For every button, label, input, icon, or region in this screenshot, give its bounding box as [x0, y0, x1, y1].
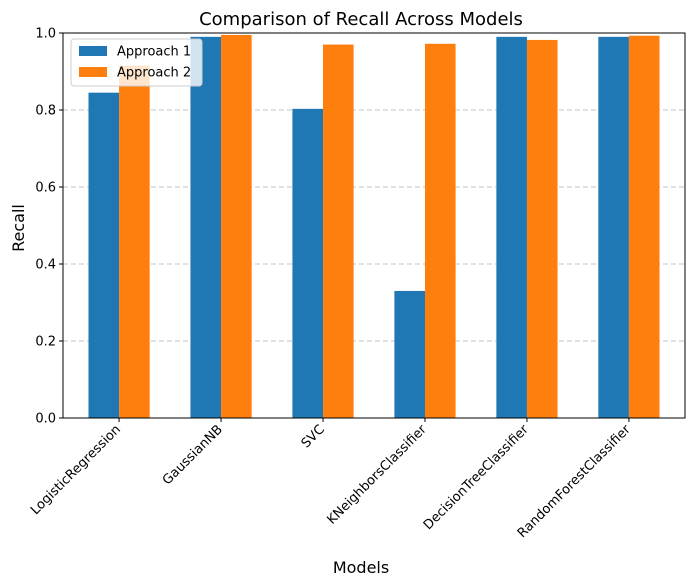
x-tick-label: GaussianNB — [160, 422, 226, 488]
bar-approach-2 — [323, 44, 354, 419]
bar-approach-2 — [119, 65, 150, 418]
bar-approach-1 — [292, 108, 324, 418]
legend: Approach 1 Approach 2 — [70, 38, 203, 87]
bar-approach-1 — [598, 36, 629, 418]
y-tick-label: 1.0 — [35, 27, 56, 42]
chart-title: Comparison of Recall Across Models — [199, 9, 523, 30]
y-tick-label: 0.6 — [35, 181, 56, 196]
y-tick-label: 0.4 — [35, 258, 56, 273]
bar-approach-2 — [424, 43, 456, 418]
x-tick-label: LogisticRegression — [28, 422, 124, 518]
legend-label: Approach 1 — [117, 45, 191, 60]
y-axis-title: Recall — [9, 204, 28, 252]
bar-approach-1 — [394, 290, 425, 418]
legend-label: Approach 2 — [117, 66, 191, 81]
plot-frame — [62, 32, 686, 419]
bar-approach-2 — [526, 39, 558, 419]
bar-approach-1 — [88, 92, 120, 419]
grid-lines — [63, 109, 685, 342]
bar-approach-1 — [190, 36, 222, 418]
x-tick-label: RandomForestClassifier — [515, 422, 634, 541]
bars — [88, 34, 660, 419]
bar-approach-2 — [221, 34, 252, 419]
legend-swatch — [79, 46, 107, 56]
y-axis-ticks: 0.0 0.2 0.4 0.6 0.8 1.0 — [35, 27, 63, 427]
x-tick-label: KNeighborsClassifier — [324, 422, 430, 528]
y-tick-label: 0.2 — [35, 335, 56, 350]
x-axis-ticks: LogisticRegression GaussianNB SVCKNeighbor… — [28, 418, 634, 541]
y-tick-label: 0.0 — [35, 412, 56, 427]
x-axis-title: Models — [333, 558, 389, 577]
x-tick-label: SVC — [299, 422, 328, 451]
y-tick-label: 0.8 — [35, 104, 56, 119]
x-tick-label: DecisionTreeClassifier — [421, 422, 532, 533]
bar-approach-1 — [496, 36, 527, 418]
bar-approach-2 — [628, 35, 660, 418]
legend-swatch — [79, 67, 107, 77]
